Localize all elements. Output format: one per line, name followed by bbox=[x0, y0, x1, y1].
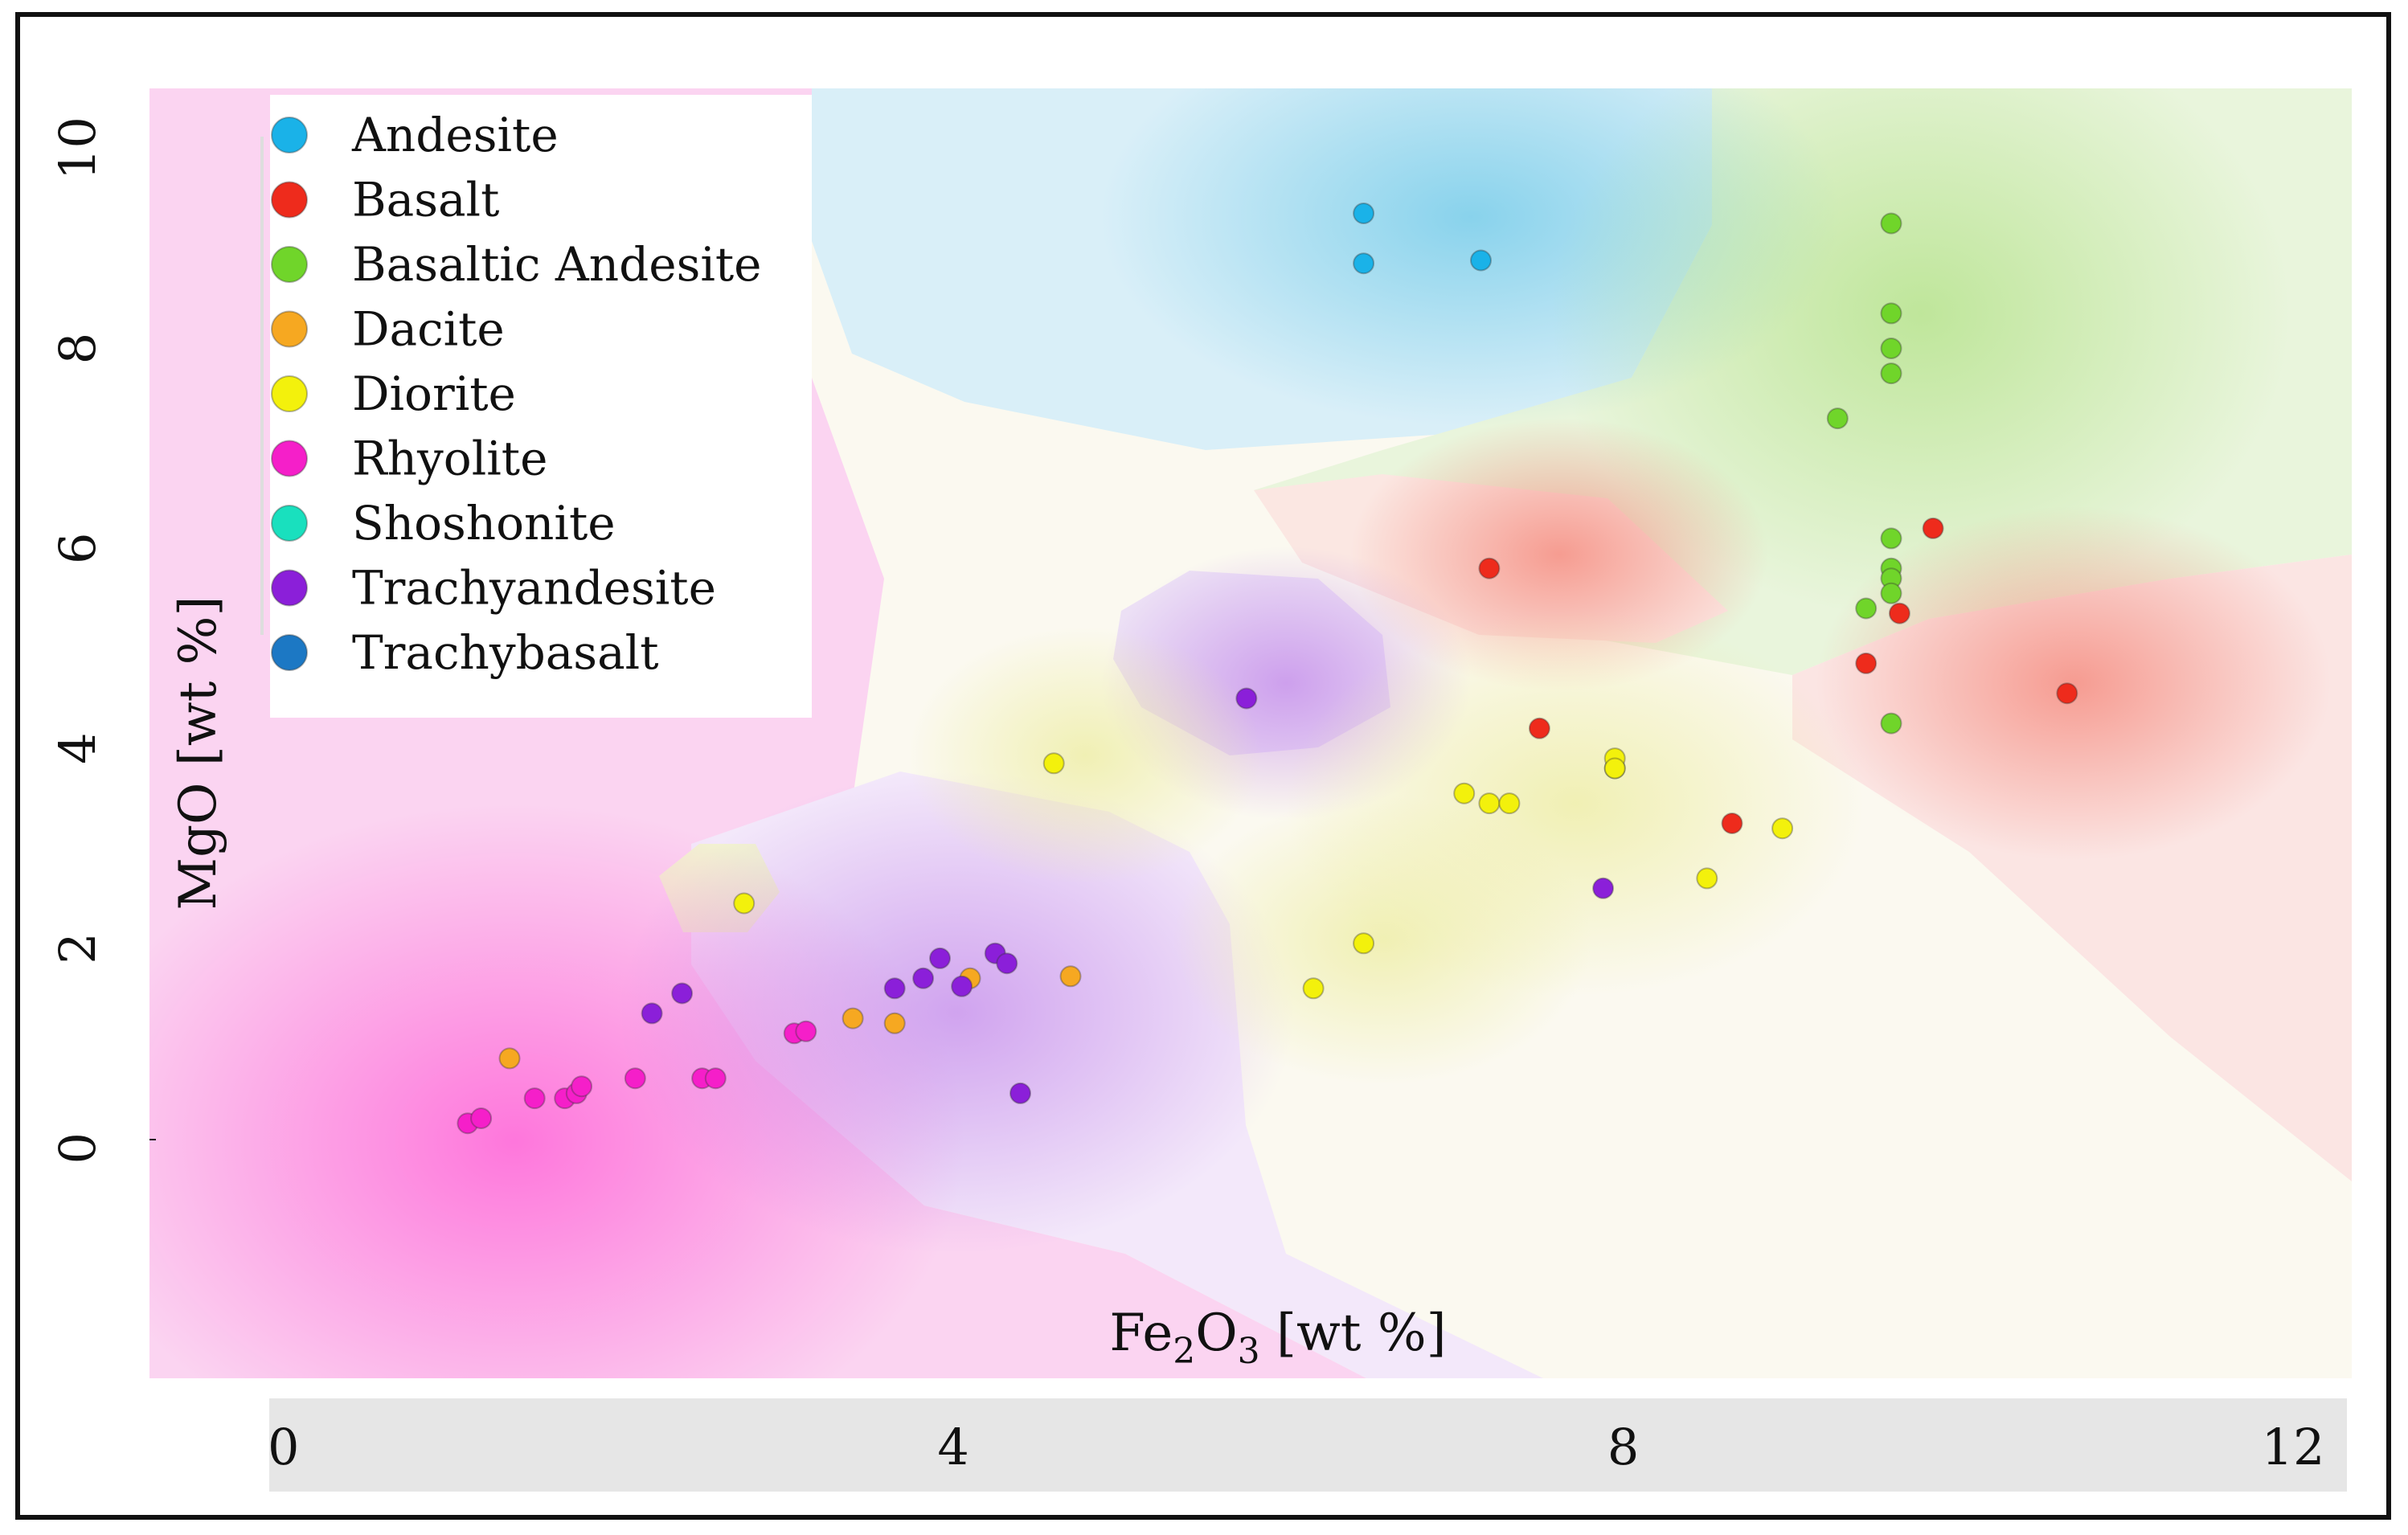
legend-label-rhyolite: Rhyolite bbox=[352, 432, 547, 486]
point-basaltic-andesite-3 bbox=[1880, 338, 1902, 359]
point-basalt-4 bbox=[1855, 652, 1878, 674]
point-dacite-5 bbox=[1059, 965, 1082, 988]
point-diorite-3 bbox=[1302, 977, 1325, 1000]
legend: Andesite Basalt Basaltic Andesite Dacite Dio… bbox=[260, 95, 812, 718]
point-basaltic-andesite-6 bbox=[1880, 527, 1902, 550]
point-diorite-6 bbox=[1478, 792, 1501, 815]
point-trachyandesite-5 bbox=[929, 947, 951, 969]
legend-label-shoshonite: Shoshonite bbox=[352, 496, 616, 551]
legend-marker-trachyandesite bbox=[271, 569, 308, 607]
y-tick-label-10: 10 bbox=[48, 117, 107, 180]
legend-box bbox=[270, 95, 812, 718]
point-diorite-5 bbox=[1453, 782, 1476, 804]
legend-label-andesite: Andesite bbox=[351, 108, 559, 162]
x-tick-label-12: 12 bbox=[2262, 1418, 2325, 1476]
x-tick-label-0: 0 bbox=[268, 1418, 299, 1476]
y-tick-label-4: 4 bbox=[48, 732, 107, 763]
y-tick-label-6: 6 bbox=[48, 533, 107, 564]
point-rhyolite-2 bbox=[470, 1107, 493, 1129]
point-andesite-1 bbox=[1353, 203, 1375, 224]
point-trachyandesite-8 bbox=[996, 952, 1018, 975]
point-diorite-2 bbox=[1042, 752, 1065, 775]
legend-label-basaltic-andesite: Basaltic Andesite bbox=[352, 237, 762, 292]
x-tick-label-4: 4 bbox=[937, 1418, 969, 1476]
point-dacite-2 bbox=[842, 1007, 864, 1029]
point-trachyandesite-6 bbox=[951, 975, 973, 997]
legend-marker-dacite bbox=[271, 310, 308, 348]
point-basaltic-andesite-4 bbox=[1880, 362, 1902, 385]
point-rhyolite-6 bbox=[571, 1075, 593, 1098]
point-diorite-1 bbox=[733, 892, 756, 915]
point-diorite-11 bbox=[1771, 817, 1794, 840]
y-tick-label-8: 8 bbox=[48, 333, 107, 364]
point-basaltic-andesite-1 bbox=[1880, 212, 1902, 235]
point-rhyolite-9 bbox=[704, 1067, 727, 1090]
y-tick-label-2: 2 bbox=[48, 932, 107, 964]
legend-marker-rhyolite bbox=[271, 440, 308, 477]
point-trachyandesite-4 bbox=[912, 967, 935, 989]
point-basaltic-andesite-10 bbox=[1855, 597, 1878, 620]
legend-marker-shoshonite bbox=[271, 505, 308, 542]
point-rhyolite-7 bbox=[624, 1067, 646, 1090]
x-axis-ticks: 0 4 8 12 bbox=[268, 1418, 2325, 1476]
point-basaltic-andesite-5 bbox=[1826, 407, 1849, 430]
point-andesite-3 bbox=[1470, 249, 1492, 272]
point-basalt-1 bbox=[1478, 557, 1501, 579]
legend-label-diorite: Diorite bbox=[352, 366, 516, 421]
point-basaltic-andesite-11 bbox=[1880, 712, 1902, 735]
point-basalt-3 bbox=[1721, 813, 1743, 834]
data-points bbox=[457, 203, 2078, 1135]
point-trachyandesite-3 bbox=[883, 977, 906, 1000]
point-basaltic-andesite-9 bbox=[1880, 582, 1902, 604]
point-trachyandesite-10 bbox=[1235, 687, 1258, 710]
point-diorite-9 bbox=[1603, 757, 1626, 780]
y-tick-label-0: 0 bbox=[48, 1132, 107, 1164]
point-diorite-4 bbox=[1353, 932, 1375, 955]
x-axis-band bbox=[269, 1398, 2347, 1492]
legend-label-dacite: Dacite bbox=[352, 302, 505, 357]
legend-marker-basalt bbox=[271, 181, 308, 219]
legend-label-trachybasalt: Trachybasalt bbox=[352, 625, 659, 680]
y-axis-title: MgO [wt %] bbox=[169, 596, 228, 911]
legend-label-trachyandesite: Trachyandesite bbox=[352, 561, 716, 616]
point-rhyolite-3 bbox=[523, 1087, 546, 1110]
point-trachyandesite-9 bbox=[1009, 1082, 1031, 1104]
legend-marker-andesite bbox=[271, 117, 308, 154]
point-diorite-7 bbox=[1498, 792, 1521, 815]
point-diorite-10 bbox=[1696, 867, 1718, 890]
point-andesite-2 bbox=[1353, 252, 1375, 275]
point-rhyolite-11 bbox=[795, 1020, 817, 1042]
point-dacite-1 bbox=[498, 1047, 521, 1070]
point-basalt-5 bbox=[1888, 602, 1910, 624]
point-basalt-6 bbox=[1922, 517, 1944, 539]
legend-label-basalt: Basalt bbox=[352, 173, 499, 227]
y-axis-ticks: 0 2 4 6 8 10 bbox=[48, 117, 107, 1164]
point-trachyandesite-2 bbox=[671, 982, 694, 1005]
x-axis-title: Fe2O3 [wt %] bbox=[1109, 1304, 1446, 1372]
legend-marker-trachybasalt bbox=[271, 634, 308, 671]
point-basaltic-andesite-2 bbox=[1880, 302, 1902, 325]
point-dacite-3 bbox=[883, 1012, 906, 1034]
point-trachyandesite-1 bbox=[641, 1002, 663, 1025]
point-basalt-7 bbox=[2056, 682, 2078, 705]
point-basalt-2 bbox=[1528, 717, 1550, 739]
x-tick-label-8: 8 bbox=[1607, 1418, 1639, 1476]
legend-marker-diorite bbox=[271, 375, 308, 412]
point-trachyandesite-11 bbox=[1592, 877, 1615, 899]
legend-marker-basaltic-andesite bbox=[271, 246, 308, 283]
